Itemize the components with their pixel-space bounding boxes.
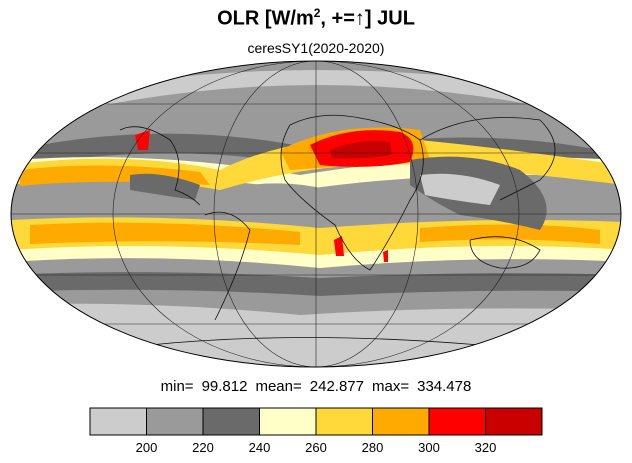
mean-label: mean= — [255, 378, 302, 395]
map-title: OLR [W/m2, +=↑] JUL — [217, 6, 415, 30]
colorbar-tick-label: 220 — [192, 440, 214, 455]
colorbar-box — [428, 407, 486, 436]
up-arrow-icon: ↑ — [354, 7, 365, 30]
stats-line: min= 99.812 mean= 242.877 max= 334.478 — [0, 378, 632, 395]
colorbar-box — [315, 407, 373, 436]
max-label: max= — [372, 378, 410, 395]
colorbar-box — [89, 407, 147, 436]
map-subtitle: ceresSY1(2020-2020) — [247, 40, 385, 56]
max-value: 334.478 — [417, 378, 472, 395]
colorbar-tick-label: 240 — [249, 440, 271, 455]
colorbar-tick-label: 260 — [305, 440, 327, 455]
mean-value: 242.877 — [309, 378, 364, 395]
colorbar-box — [485, 407, 543, 436]
colorbar-tick-label: 280 — [362, 440, 384, 455]
colorbar-box — [372, 407, 430, 436]
colorbar-tick-label: 320 — [475, 440, 497, 455]
colorbar-box — [259, 407, 317, 436]
min-label: min= — [160, 378, 194, 395]
colorbar-tick-label: 200 — [136, 440, 158, 455]
colorbar-box — [146, 407, 204, 436]
colorbar-box — [202, 407, 260, 436]
min-value: 99.812 — [201, 378, 248, 395]
colorbar-tick-label: 300 — [418, 440, 440, 455]
